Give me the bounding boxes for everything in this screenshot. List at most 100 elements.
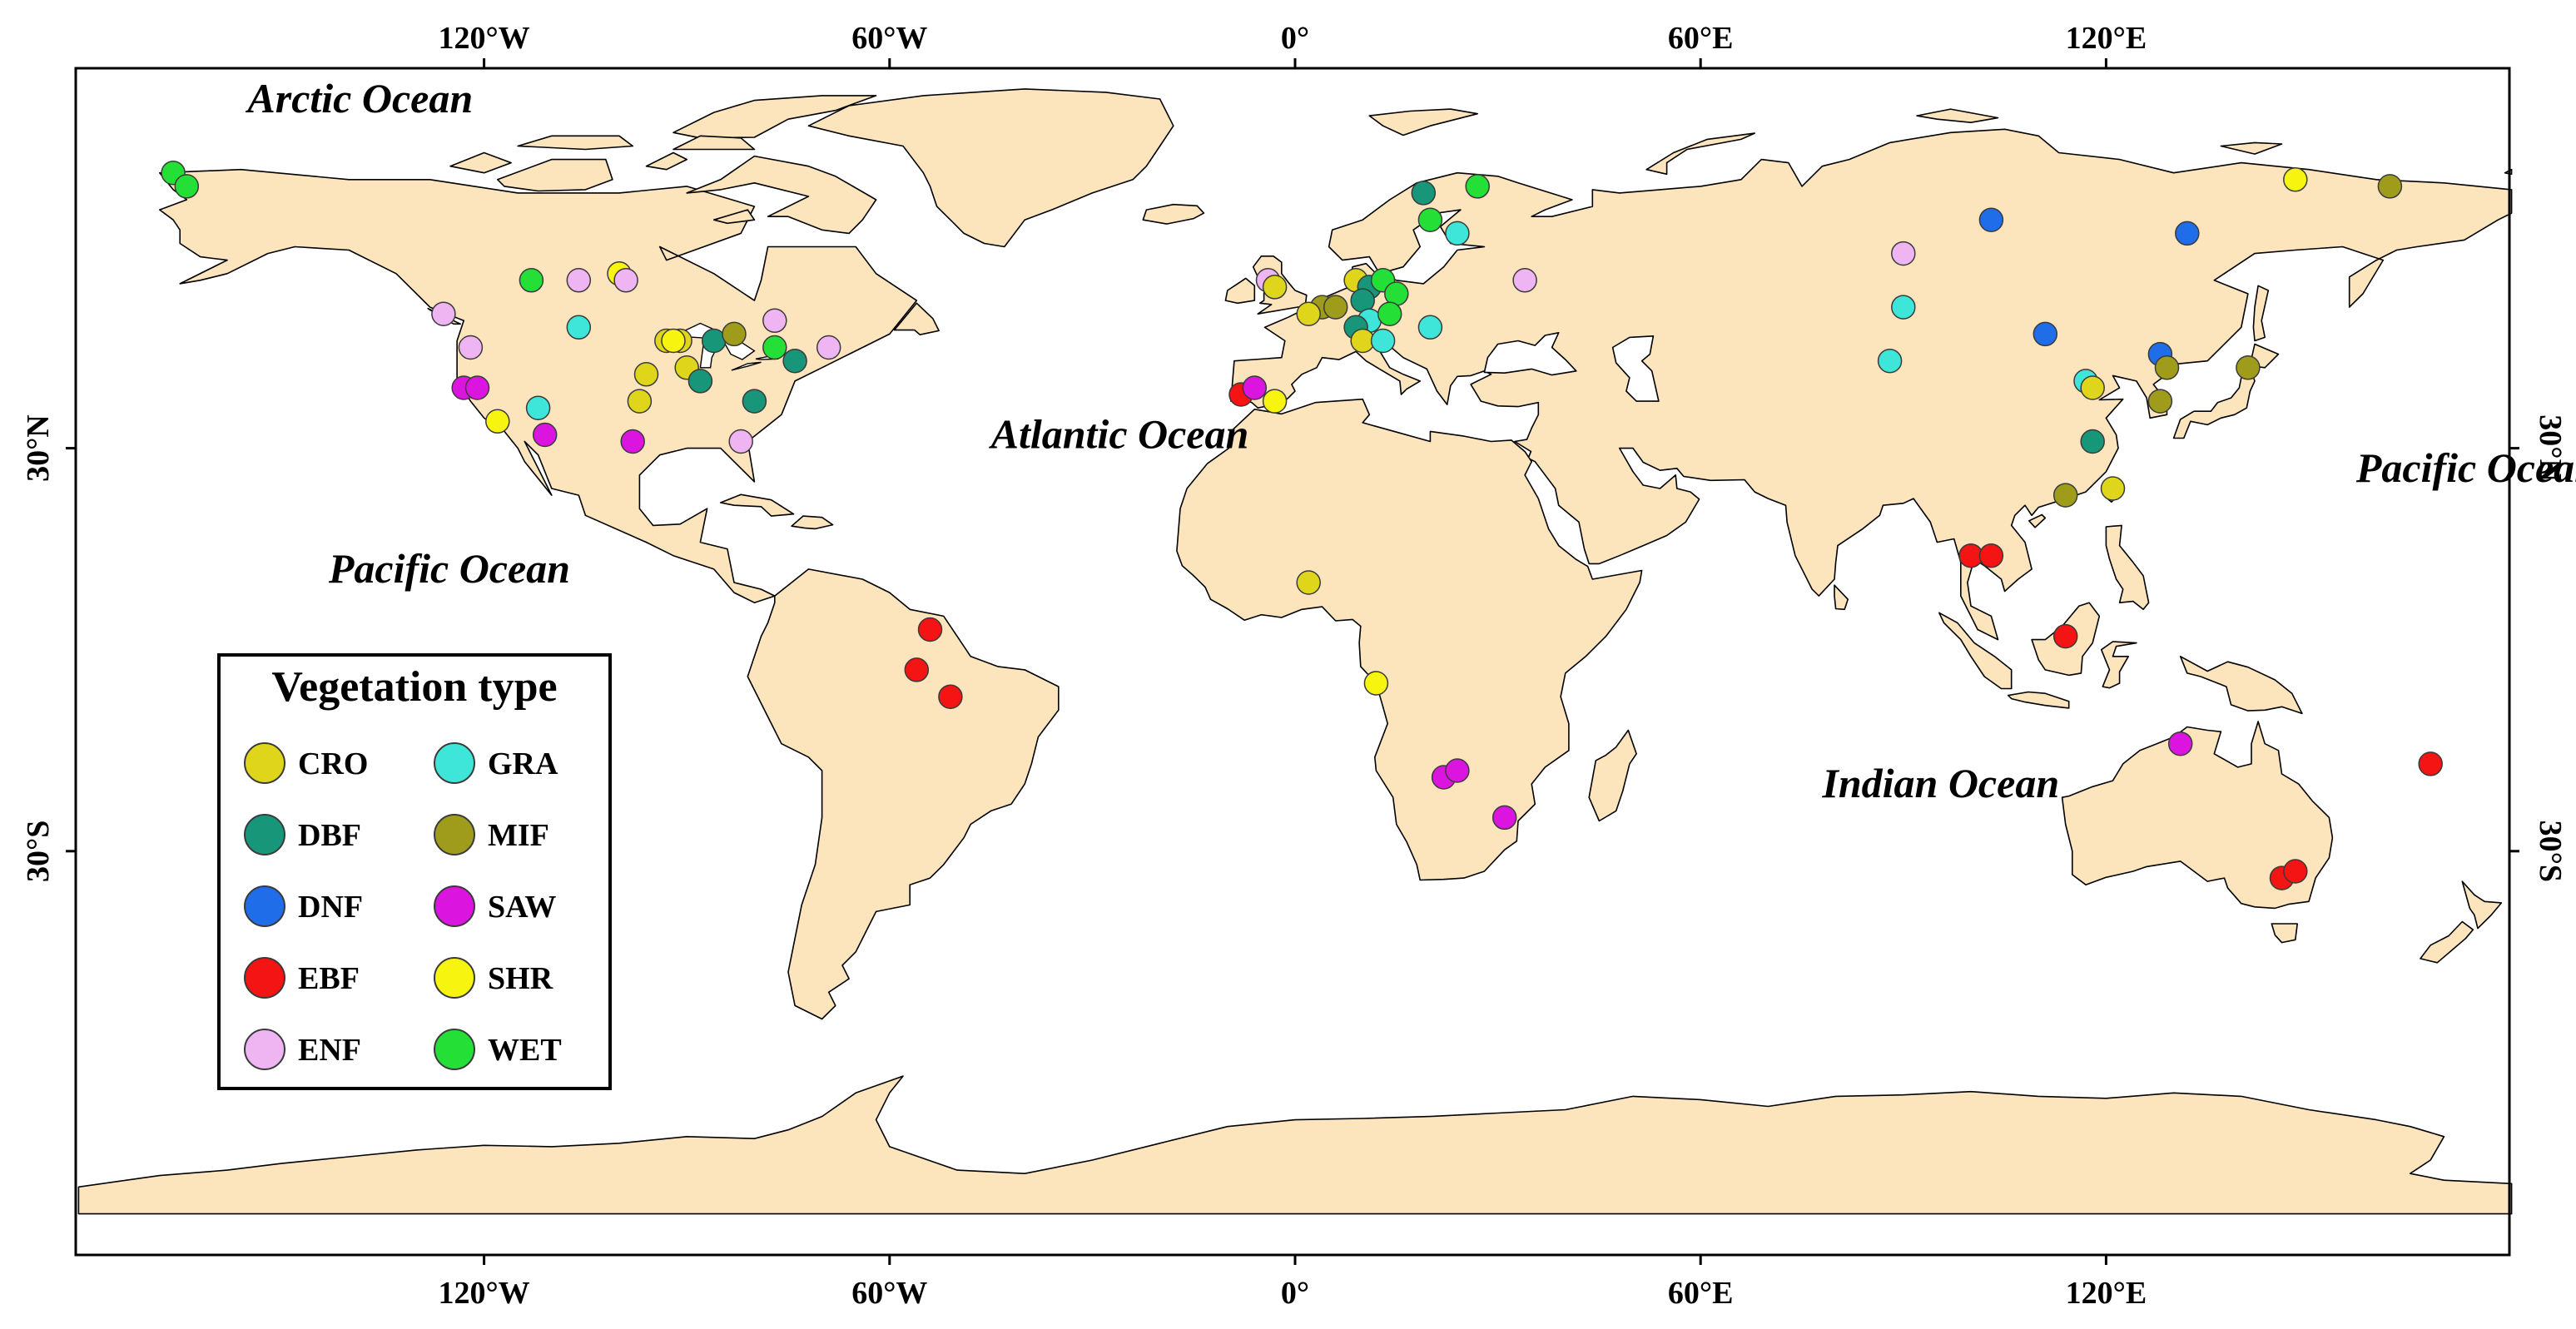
landmass-hispaniola (791, 515, 834, 530)
site-marker-ebf (917, 617, 943, 642)
ocean-label: Indian Ocean (1821, 760, 2059, 806)
legend-swatch-dbf (244, 814, 285, 855)
site-marker-wet (174, 174, 200, 199)
legend-label-saw: SAW (488, 890, 556, 925)
site-marker-mif (2377, 174, 2403, 199)
legend-label-wet: WET (488, 1033, 562, 1068)
landmass-newfoundland (893, 302, 940, 336)
site-marker-cro (627, 389, 653, 414)
lake-great-lakes (731, 361, 762, 371)
legend-label-shr: SHR (488, 961, 553, 996)
site-marker-mif (2236, 355, 2261, 380)
landmass-north-america (159, 168, 918, 604)
site-marker-gra (1877, 348, 1903, 374)
site-marker-mif (2154, 355, 2180, 380)
landmass-baffin (686, 155, 877, 235)
site-layer (161, 160, 2443, 890)
landmass-sumatra (1938, 612, 2013, 690)
graticule-layer: 120°W 120°W 60°W 60°W 0° 0° 60°E 60°E 120°E 120°E… (21, 21, 2568, 1311)
site-marker-gra (1417, 315, 1443, 340)
legend-label-ebf: EBF (298, 961, 360, 996)
landmass-antarctica (77, 1075, 2513, 1215)
legend-label-mif: MIF (488, 818, 549, 853)
site-marker-saw (464, 375, 490, 400)
landmass-new-zealand-s (2420, 920, 2474, 964)
ocean-label: Atlantic Ocean (989, 411, 1249, 458)
legend: Vegetation type CRO DBF DNF EBF ENF GRA MIF SAW… (217, 653, 612, 1090)
lon-label-bottom: 60°W (851, 1276, 927, 1311)
site-marker-cro (1296, 570, 1321, 595)
site-marker-wet (762, 335, 787, 360)
site-marker-ebf (2052, 623, 2078, 649)
lon-label-top: 60°W (851, 21, 927, 56)
site-marker-cro (2080, 375, 2105, 400)
landmass-sakhalin (2252, 285, 2270, 342)
landmass-new-zealand-n (2461, 880, 2503, 930)
landmass-svalbard (1368, 108, 1478, 136)
lat-label-right: 30°N (2533, 414, 2568, 482)
ocean-label: Pacific Ocean (2355, 444, 2576, 491)
site-marker-dbf (742, 389, 767, 414)
landmass-greenland (807, 88, 1174, 248)
legend-swatch-dnf (244, 885, 285, 927)
legend-swatch-ebf (244, 957, 285, 999)
site-marker-cro (2100, 476, 2126, 501)
site-marker-ebf (2283, 859, 2308, 884)
landmass-victoria-isl (496, 158, 613, 192)
landmass-java (2007, 691, 2070, 709)
site-marker-wet (1377, 301, 1402, 326)
landmass-eurasia (1230, 128, 2513, 641)
lake-caspian (1611, 335, 1660, 402)
site-marker-wet (1417, 207, 1443, 232)
legend-label-gra: GRA (488, 746, 558, 781)
site-marker-cro (1262, 275, 1288, 300)
site-marker-saw (532, 422, 558, 448)
landmass-sulawesi (2100, 641, 2137, 689)
lon-label-bottom: 120°W (438, 1276, 529, 1311)
lat-label-left: 30°N (21, 414, 56, 482)
lon-label-bottom: 120°E (2066, 1276, 2147, 1311)
landmass-devon (673, 135, 756, 151)
site-marker-enf (816, 335, 841, 360)
site-marker-dbf (2080, 429, 2105, 454)
map-frame (74, 67, 2511, 1257)
legend-items: CRO DBF DNF EBF ENF GRA MIF SAW SHR WET (244, 742, 562, 1070)
site-marker-mif (722, 321, 747, 347)
site-marker-dbf (687, 369, 713, 394)
site-marker-gra (566, 315, 592, 340)
landmass-tasmania (2271, 923, 2298, 944)
site-marker-saw (1242, 375, 1268, 400)
lon-label-top: 120°W (438, 21, 529, 56)
site-marker-cro (633, 362, 659, 387)
site-marker-enf (458, 335, 484, 360)
landmass-africa (1176, 398, 1643, 881)
landmass-southampton (712, 209, 756, 225)
site-marker-gra (525, 395, 551, 420)
site-marker-enf (566, 268, 592, 293)
lon-label-bottom: 60°E (1668, 1276, 1734, 1311)
landmass-south-america (747, 568, 1060, 1020)
site-marker-dnf (1978, 207, 2004, 232)
lat-label-right: 30°S (2533, 821, 2568, 882)
site-marker-gra (1445, 221, 1470, 246)
site-marker-mif (2052, 483, 2078, 508)
site-marker-enf (613, 268, 638, 293)
landmass-parry (517, 135, 634, 151)
site-marker-enf (728, 429, 753, 454)
legend-swatch-enf (244, 1029, 285, 1070)
legend-label-cro: CRO (298, 746, 368, 781)
site-marker-mif (1323, 295, 1348, 320)
landmass-ireland (1224, 277, 1256, 305)
site-marker-saw (620, 429, 645, 454)
site-marker-shr (1262, 389, 1288, 414)
lon-label-bottom: 0° (1281, 1276, 1309, 1311)
lon-label-top: 60°E (1668, 21, 1734, 56)
landmass-philippines (2105, 524, 2150, 611)
legend-swatch-mif (434, 814, 475, 855)
site-marker-shr (1363, 671, 1389, 696)
lake-black-sea (1483, 331, 1577, 376)
landmass-banks-isl (449, 151, 512, 174)
lat-label-left: 30°S (21, 821, 56, 882)
legend-swatch-gra (434, 742, 475, 784)
